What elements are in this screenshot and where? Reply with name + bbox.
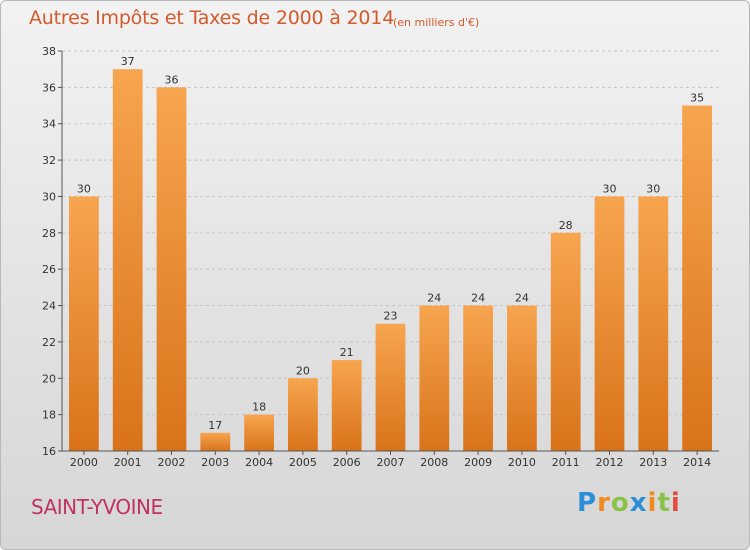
bar-value-label: 35	[690, 92, 704, 105]
bar-value-label: 37	[121, 55, 135, 68]
logo-letter: r	[597, 488, 611, 518]
bar-value-label: 30	[77, 182, 91, 195]
bar-2012[interactable]	[594, 196, 625, 451]
logo-letter: P	[577, 488, 598, 518]
bar-2010[interactable]	[507, 305, 537, 451]
y-tick-label: 28	[42, 227, 56, 240]
x-tick-label: 2001	[114, 456, 142, 469]
bar-2011[interactable]	[550, 232, 581, 451]
bar-value-label: 30	[603, 182, 617, 195]
bar-2013[interactable]	[638, 196, 669, 451]
bar-2007[interactable]	[375, 323, 406, 451]
x-tick-label: 2008	[420, 456, 448, 469]
bar-value-label: 20	[296, 364, 310, 377]
logo-letter: x	[629, 488, 648, 518]
bar-value-label: 30	[646, 182, 660, 195]
logo-letter: i	[670, 488, 681, 518]
bar-value-label: 24	[515, 292, 529, 305]
bar-2002[interactable]	[156, 87, 187, 451]
x-tick-label: 2002	[158, 456, 186, 469]
bar-value-label: 18	[252, 401, 266, 414]
logo-letter: o	[610, 488, 630, 518]
y-tick-label: 38	[42, 45, 56, 58]
bar-2000[interactable]	[69, 196, 99, 451]
bar-2009[interactable]	[463, 305, 493, 451]
bar-2004[interactable]	[244, 414, 274, 451]
bar-2001[interactable]	[112, 69, 143, 451]
x-tick-label: 2003	[201, 456, 229, 469]
y-tick-label: 36	[42, 81, 56, 94]
bar-value-label: 36	[165, 73, 179, 86]
y-tick-label: 26	[42, 263, 56, 276]
logo-letter: i	[647, 488, 658, 518]
logo-letter: t	[657, 488, 671, 518]
bar-2005[interactable]	[288, 378, 318, 451]
bar-value-label: 23	[384, 310, 398, 323]
bar-2008[interactable]	[419, 305, 450, 451]
x-tick-label: 2010	[508, 456, 536, 469]
bar-value-label: 24	[471, 292, 485, 305]
x-tick-label: 2005	[289, 456, 317, 469]
y-tick-label: 30	[42, 190, 56, 203]
x-tick-label: 2012	[596, 456, 624, 469]
y-tick-label: 20	[42, 372, 56, 385]
x-tick-label: 2007	[377, 456, 405, 469]
x-tick-label: 2014	[683, 456, 711, 469]
bar-2006[interactable]	[331, 360, 362, 451]
bar-2003[interactable]	[200, 432, 231, 451]
x-tick-label: 2004	[245, 456, 273, 469]
y-tick-label: 18	[42, 409, 56, 422]
y-tick-label: 16	[42, 445, 56, 458]
bar-2014[interactable]	[682, 105, 712, 451]
bars: 30 37 36 17 18 20 21 23 24 24 24 28 30 30 35	[69, 55, 712, 451]
bar-value-label: 28	[559, 219, 573, 232]
x-tick-label: 2006	[333, 456, 361, 469]
proxiti-logo[interactable]: Proxiti	[577, 488, 681, 518]
y-tick-label: 22	[42, 336, 56, 349]
bar-value-label: 24	[427, 292, 441, 305]
y-tick-label: 24	[42, 300, 56, 313]
chart-subtitle: (en milliers d'€)	[393, 16, 480, 29]
y-tick-label: 34	[42, 118, 56, 131]
axes: 16 18 20 22 24 26 28 30 32 34 36 38 2000 2001 2002 2003…	[42, 45, 719, 469]
bar-value-label: 17	[208, 419, 222, 432]
x-tick-label: 2000	[70, 456, 98, 469]
x-tick-label: 2009	[464, 456, 492, 469]
commune-name: SAINT-YVOINE	[31, 495, 163, 519]
y-tick-label: 32	[42, 154, 56, 167]
chart-title: Autres Impôts et Taxes de 2000 à 2014	[29, 7, 395, 29]
bar-value-label: 21	[340, 346, 354, 359]
x-tick-label: 2011	[552, 456, 580, 469]
x-tick-label: 2013	[639, 456, 667, 469]
